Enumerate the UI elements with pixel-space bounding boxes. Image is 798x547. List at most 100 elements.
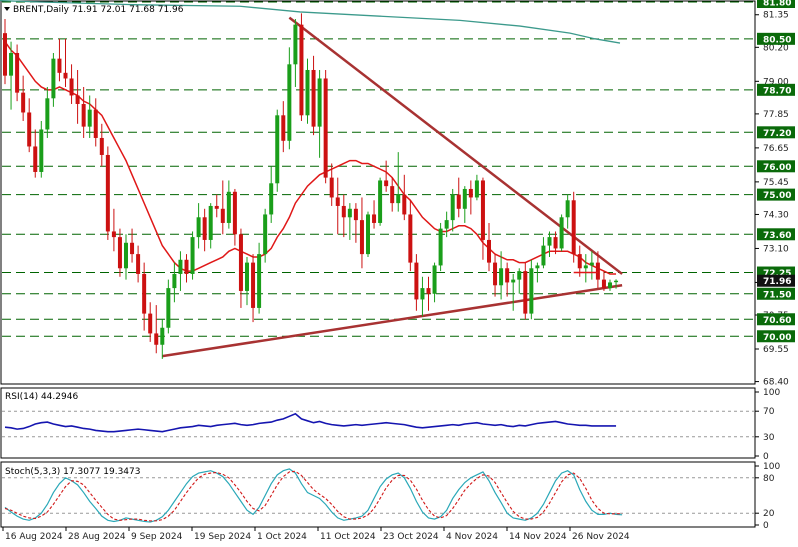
candle-body: [148, 313, 153, 334]
candle: [257, 242, 262, 314]
candle-body: [9, 52, 14, 76]
candle: [51, 52, 56, 107]
candle-body: [541, 245, 546, 266]
candle-body: [257, 254, 262, 308]
candle-body: [396, 194, 401, 204]
level-tag-label: 76.00: [763, 163, 791, 173]
candle-body: [111, 231, 116, 238]
level-tag-background: [757, 83, 795, 96]
candle-body: [480, 180, 485, 240]
candle: [172, 262, 177, 303]
candle-body: [27, 112, 32, 147]
candle: [480, 177, 485, 260]
candle: [251, 254, 256, 323]
candle-body: [81, 103, 86, 127]
candle: [63, 38, 68, 87]
candle-body: [117, 237, 122, 269]
level-tag: 80.50: [757, 32, 795, 45]
rsi-indicator: 100 70 30 0: [2, 388, 780, 462]
candle: [45, 86, 50, 138]
candle-body: [390, 186, 395, 204]
candle: [21, 75, 26, 121]
candle-body: [124, 242, 128, 269]
candle-body: [269, 183, 274, 215]
candle: [414, 254, 419, 311]
candle: [57, 38, 62, 82]
candle-body: [517, 271, 522, 280]
level-tag-label: 72.25: [763, 269, 791, 279]
candle: [372, 200, 377, 229]
candle-body: [75, 95, 80, 104]
level-tag: 70.00: [757, 330, 795, 343]
price-tick-label: 73.10: [763, 244, 789, 254]
time-tick-label: 23 Oct 2024: [383, 532, 439, 542]
candle-body: [462, 188, 467, 209]
stoch-d-line: [4, 470, 623, 522]
candle-body: [547, 237, 552, 246]
candle: [75, 69, 80, 124]
candle: [499, 251, 504, 300]
candle: [220, 180, 225, 235]
candle-body: [329, 177, 334, 198]
price-tick-label: 74.30: [763, 210, 789, 220]
candle-body: [51, 58, 56, 99]
dropdown-triangle-icon[interactable]: [4, 7, 10, 11]
level-tag-background: [757, 32, 795, 45]
rsi-tick-label: 70: [763, 407, 775, 417]
descending-trendline: [288, 16, 623, 275]
candle: [366, 211, 370, 257]
candle-body: [372, 214, 377, 223]
candle-body: [511, 279, 516, 283]
candle-body: [299, 24, 304, 116]
candle-body: [178, 259, 183, 274]
candle: [299, 13, 304, 121]
candle: [69, 64, 74, 104]
candle-body: [565, 200, 570, 218]
candle: [408, 200, 413, 272]
candle: [589, 251, 594, 280]
candle-body: [335, 197, 340, 206]
candle: [136, 245, 141, 283]
candle-body: [311, 69, 316, 127]
current-price-tag: 71.96: [757, 274, 795, 287]
stoch-label: Stoch(5,3,3) 17.3077 19.3473: [5, 467, 140, 477]
candle: [529, 259, 534, 320]
level-tag-label: 75.00: [763, 191, 791, 201]
candle-body: [166, 288, 171, 328]
candle-body: [608, 282, 612, 289]
candle-body: [293, 24, 298, 65]
time-tick-label: 16 Aug 2024: [5, 532, 63, 542]
candle: [33, 129, 38, 178]
candle: [438, 222, 443, 272]
rsi-line: [4, 412, 617, 433]
stoch-tick-label: 20: [763, 509, 775, 519]
level-tag-background: [757, 330, 795, 343]
candle-body: [341, 205, 346, 218]
stoch-tick-label: 0: [763, 521, 769, 531]
price-tick-label: 75.45: [763, 178, 789, 188]
candle-body: [202, 217, 207, 240]
level-tag-label: 77.20: [763, 129, 791, 139]
candle-body: [208, 205, 213, 240]
level-tag: 77.20: [757, 126, 795, 139]
price-tick-label: 80.20: [763, 43, 789, 53]
candle: [311, 55, 316, 136]
candle-body: [535, 265, 540, 269]
candle-body: [45, 98, 50, 130]
candle-body: [553, 237, 558, 249]
time-tick-label: 11 Oct 2024: [320, 532, 376, 542]
candle: [39, 120, 44, 178]
candle-body: [232, 191, 237, 235]
level-tag-label: 78.70: [763, 86, 791, 96]
candle-body: [487, 239, 491, 263]
candle-body: [474, 180, 479, 198]
candle-body: [305, 69, 310, 116]
candle: [317, 69, 322, 158]
candle-body: [589, 262, 594, 266]
ascending-trendline: [162, 284, 623, 358]
level-tag-background: [757, 160, 795, 173]
candle-body: [57, 58, 62, 73]
trendlines: [162, 16, 623, 358]
level-tag-background: [757, 126, 795, 139]
stoch-k-line: [4, 468, 623, 523]
